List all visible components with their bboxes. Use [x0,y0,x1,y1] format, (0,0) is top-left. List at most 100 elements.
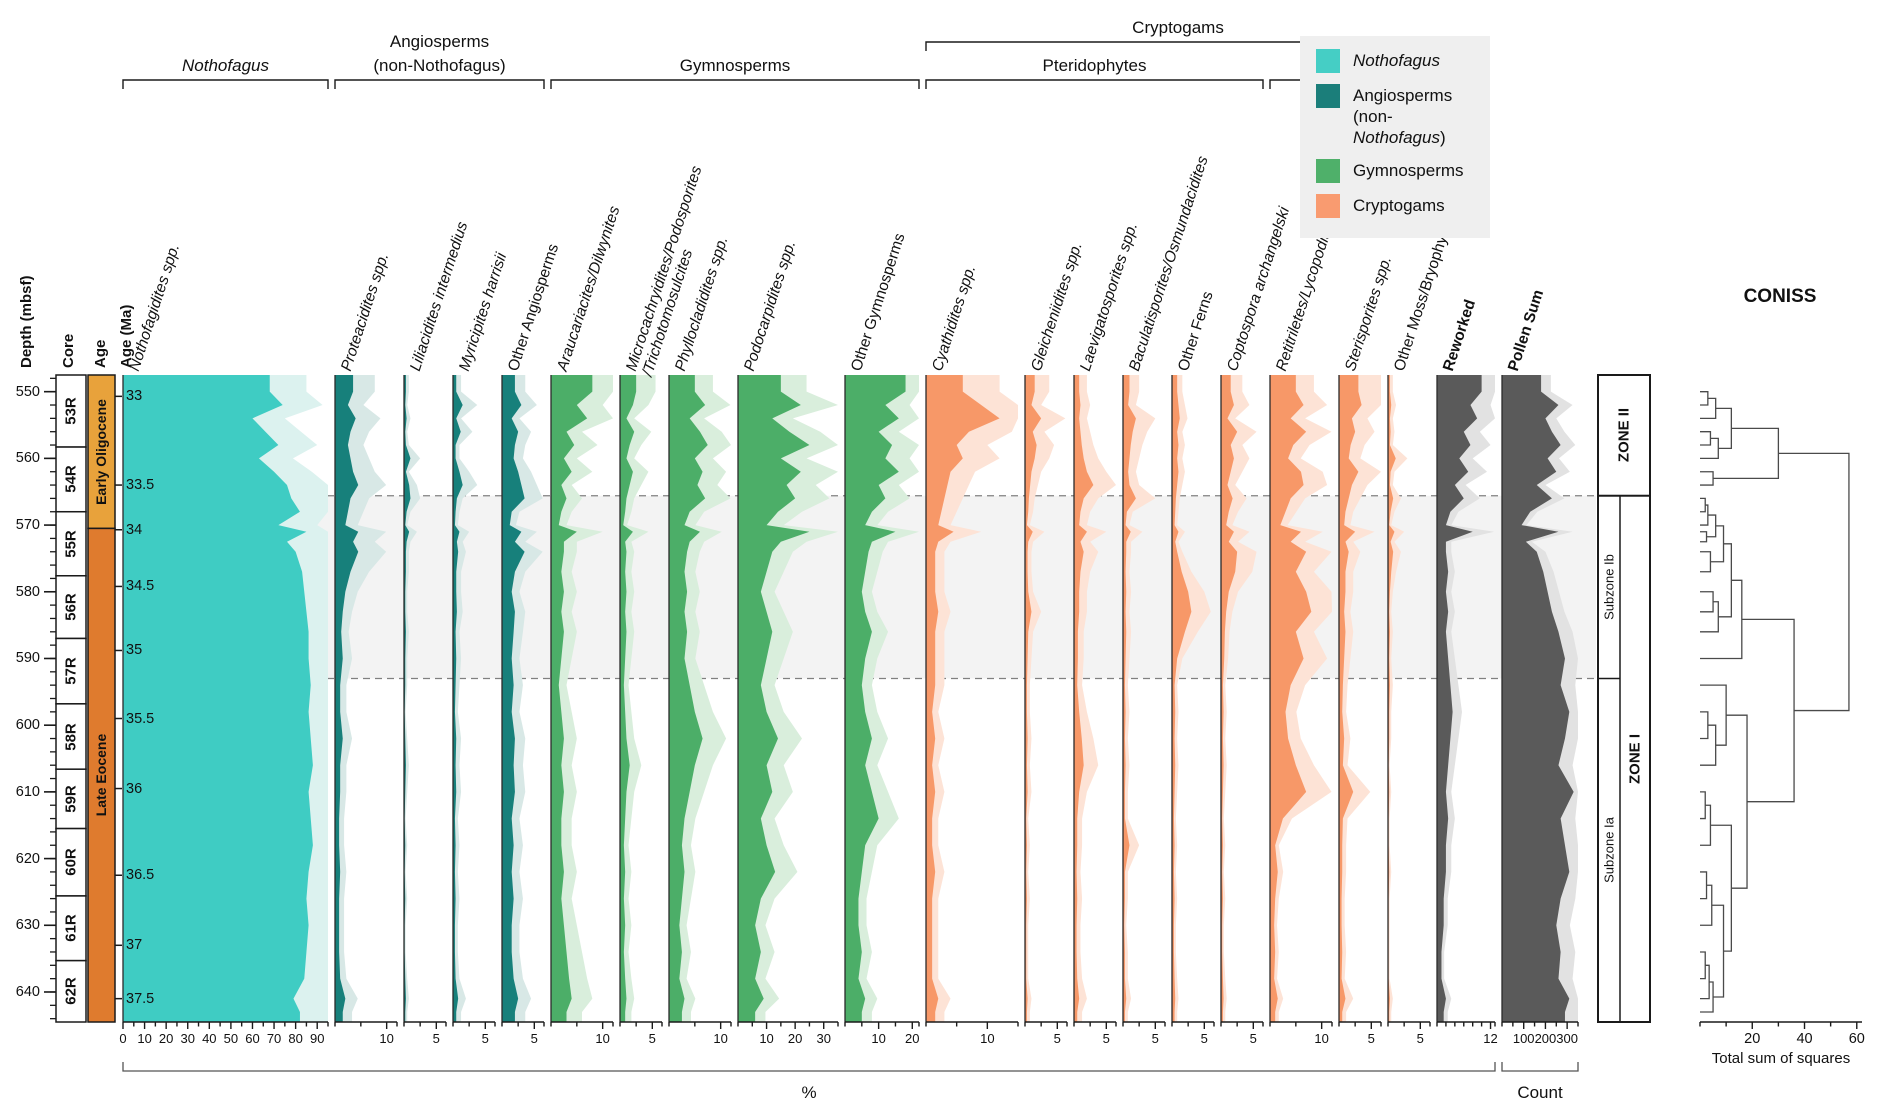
core-box-57R [55,637,87,705]
coptospora-tick-label: 5 [1249,1031,1257,1046]
coniss-tick-label: 60 [1848,1031,1865,1047]
core-label-55R: 55R [62,529,80,558]
coniss-dendrogram-link [1741,618,1795,803]
percent-axis-caption: % [801,1083,817,1102]
core-label-54R: 54R [62,465,80,494]
group-bracket-pteridophytes [925,79,1264,89]
core-label-62R: 62R [62,977,80,1006]
subzone-ia-label: Subzone Ia [1601,817,1617,884]
coniss-dendrogram-link [1700,437,1719,460]
core-box-62R [55,959,87,1023]
coniss-dendrogram-link [1700,531,1708,543]
coniss-tick-label: 40 [1796,1031,1813,1047]
coniss-dendrogram-link [1700,684,1727,746]
column-baculatisporites [1122,375,1166,1029]
coniss-dendrogram-link [1700,711,1709,740]
group-title-pteridophytes: Pteridophytes [1042,56,1147,75]
proteacidites-tick-label: 10 [379,1031,394,1046]
depth-tick-label: 550 [15,383,40,400]
other-angiosperms-silhouette [502,375,525,1022]
araucariacites-tick-label: 10 [595,1031,610,1046]
group-bracket-angiosperms [334,79,545,89]
legend-swatch-3 [1316,194,1340,218]
myricipites-silhouette [453,375,463,1022]
sterisporites-tick-label: 5 [1367,1031,1375,1046]
laevigatosporites-silhouette [1074,375,1094,1022]
coniss-dendrogram-link [1700,391,1709,406]
pollen-sum-silhouette [1502,375,1574,1022]
coniss-dendrogram-link [1710,824,1733,952]
legend-item-3: Cryptogams [1316,194,1476,218]
liliacidites-exaggerated-silhouette [404,375,421,1022]
zone-ii-label: ZONE II [1615,408,1633,463]
coniss-dendrogram-link [1700,601,1719,633]
core-box-53R [55,374,87,448]
depth-tick-label: 580 [15,583,40,600]
myricipites-exaggerated-silhouette [453,375,478,1022]
pollen-sum-tick-label: 100 [1512,1031,1535,1046]
coniss-dendrogram-link [1710,525,1725,563]
gleicheniidites-exaggerated-silhouette [1025,375,1066,1022]
column-other-angiosperms [501,375,545,1029]
gleicheniidites-silhouette [1025,375,1042,1022]
pollen-sum-tick-label: 300 [1556,1031,1578,1046]
other-gymnosperms-tick-label: 20 [905,1031,920,1046]
coptospora-silhouette [1221,375,1238,1022]
age-tick-label: 37 [126,937,143,954]
age-tick-label: 33 [126,388,143,405]
nothofagidites-tick-label: 50 [223,1031,239,1046]
column-laevigatosporites [1073,375,1117,1029]
zone-i-label: ZONE I [1626,733,1644,784]
column-reworked [1436,375,1496,1029]
other-ferns-tick-label: 5 [1200,1031,1208,1046]
column-gleicheniidites [1024,375,1068,1029]
column-proteacidites [334,375,398,1029]
cyathidites-silhouette [926,375,1000,1022]
depth-tick-label: 590 [15,650,40,667]
percent-group-bracket [122,1062,1496,1072]
coniss-title: CONISS [1743,286,1817,307]
column-other-gymnosperms [844,375,920,1029]
legend-label-3: Cryptogams [1353,196,1445,215]
cyathidites-exaggerated-silhouette [926,375,1018,1022]
other-moss-exaggerated-silhouette [1388,375,1408,1022]
nothofagidites-tick-label: 70 [266,1031,282,1046]
coniss-dendrogram-link [1700,471,1714,486]
myricipites-tick-label: 5 [481,1031,489,1046]
depth-tick-label: 640 [15,983,40,1000]
coniss-dendrogram-link [1778,452,1850,712]
nothofagidites-tick-label: 40 [202,1031,217,1046]
reworked-silhouette [1437,375,1482,1022]
pollen-sum-tick-label: 200 [1534,1031,1557,1046]
core-label-60R: 60R [62,848,80,877]
nothofagidites-tick-label: 0 [119,1031,127,1046]
group-bracket-nothofagus [122,79,329,89]
coniss-dendrogram-link [1700,951,1706,980]
age-tick-label: 35 [126,642,143,659]
core-label-61R: 61R [62,914,80,943]
core-box-56R [55,575,87,640]
core-label-53R: 53R [62,397,80,425]
group-title--non-nothofagus-: (non-Nothofagus) [373,56,506,75]
epoch-box-late-eocene [87,527,116,1023]
age-tick-label: 34 [126,521,143,538]
coniss-dendrogram-link [1700,981,1714,1013]
retitriletes-silhouette [1270,375,1312,1022]
other-gymnosperms-silhouette [845,375,906,1022]
gleicheniidites-tick-label: 5 [1053,1031,1061,1046]
age-tick-label: 36.5 [126,867,155,884]
legend-item-2: Gymnosperms [1316,159,1476,183]
podocarpidites-tick-label: 30 [816,1031,831,1046]
coniss-dendrogram-link [1700,791,1706,820]
column-microcachryidites [619,375,663,1029]
depth-axis-header: Depth (mbsf) [18,275,35,369]
group-bracket-gymnosperms [550,79,920,89]
core-label-59R: 59R [62,785,80,813]
other-moss-silhouette [1388,375,1396,1022]
proteacidites-silhouette [335,375,359,1022]
podocarpidites-tick-label: 10 [759,1031,774,1046]
microcachryidites-silhouette [620,375,637,1022]
other-ferns-silhouette [1172,375,1192,1022]
column-cyathidites [925,375,1019,1029]
nothofagidites-tick-label: 90 [309,1031,325,1046]
